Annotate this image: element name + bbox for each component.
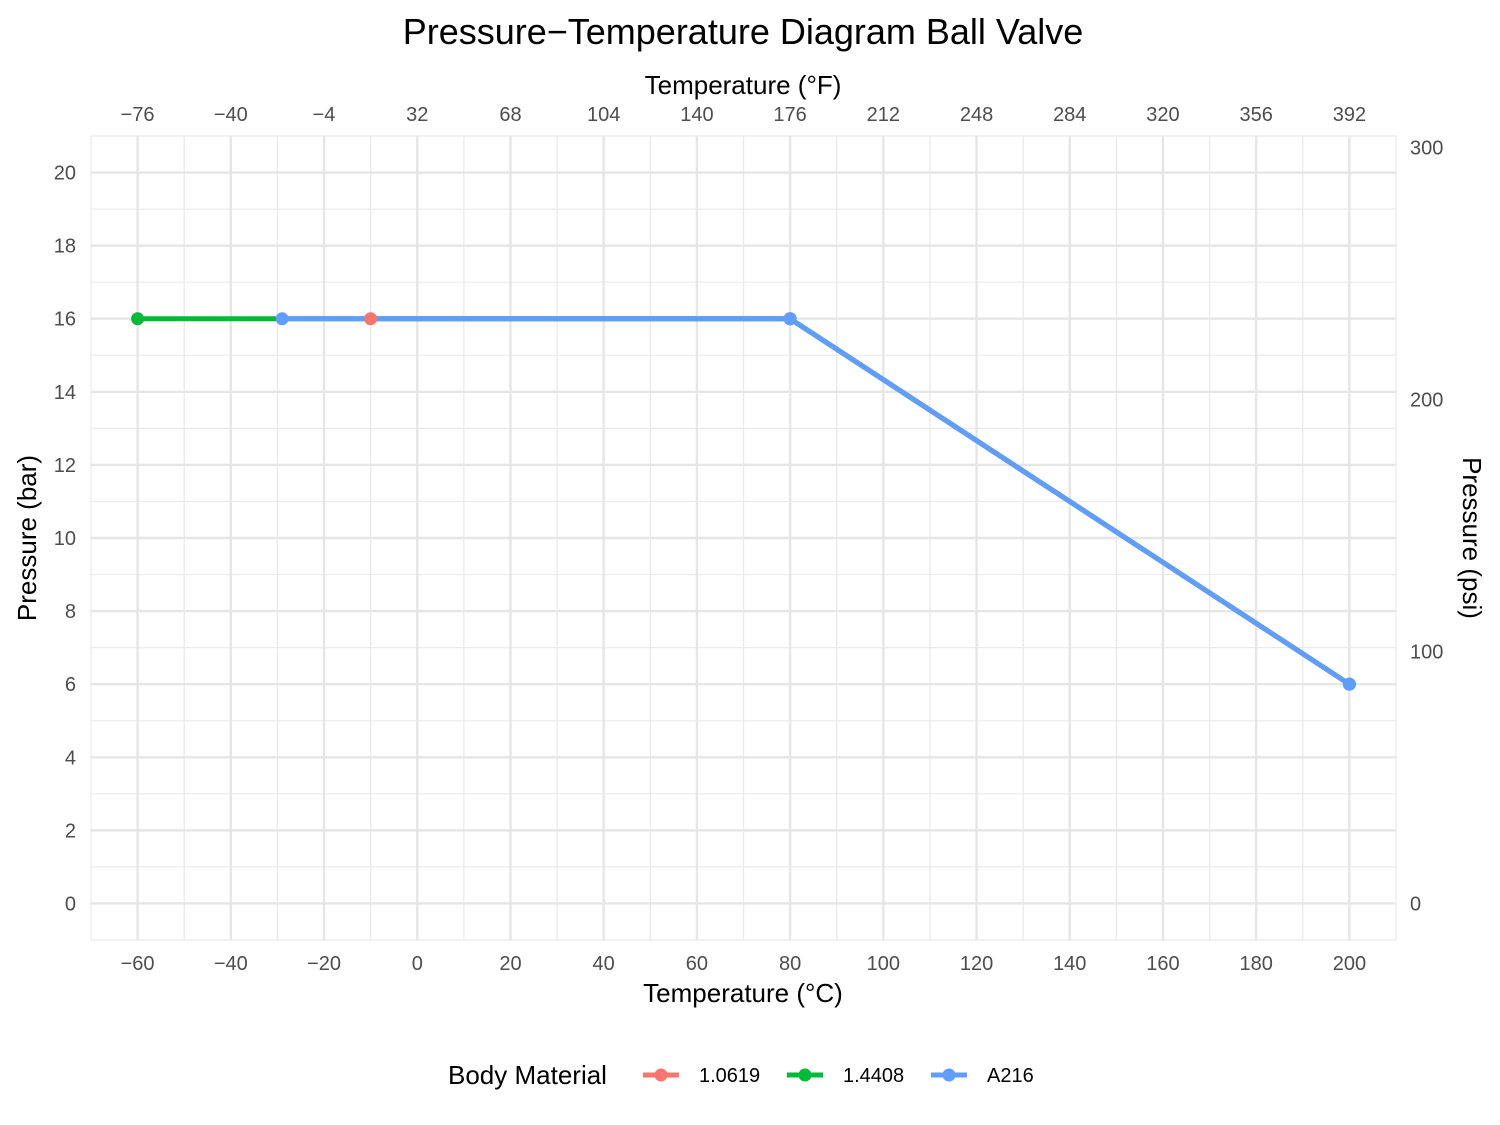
x-tick-label: −40 bbox=[214, 953, 248, 975]
y-tick-label: 12 bbox=[54, 455, 76, 477]
data-point-1.4408 bbox=[131, 312, 145, 326]
x2-tick-label: 356 bbox=[1239, 104, 1272, 126]
data-point-A216 bbox=[1342, 677, 1356, 691]
y-tick-label: 2 bbox=[65, 820, 76, 842]
legend-key-point-1.0619 bbox=[654, 1068, 668, 1082]
x-tick-label: 200 bbox=[1333, 953, 1366, 975]
y2-tick-label: 0 bbox=[1410, 893, 1421, 915]
x2-axis-title: Temperature (°F) bbox=[645, 70, 842, 100]
legend-title: Body Material bbox=[448, 1060, 607, 1090]
x-tick-label: 20 bbox=[499, 953, 521, 975]
major-gridlines bbox=[91, 136, 1396, 940]
y-tick-label: 6 bbox=[65, 674, 76, 696]
legend-key-point-1.4408 bbox=[798, 1068, 812, 1082]
x2-tick-label: 284 bbox=[1053, 104, 1086, 126]
y2-axis-title: Pressure (psi) bbox=[1457, 457, 1487, 619]
x-tick-label: 0 bbox=[412, 953, 423, 975]
x2-tick-label: 176 bbox=[773, 104, 806, 126]
y-tick-label: 8 bbox=[65, 601, 76, 623]
x2-tick-label: −40 bbox=[214, 104, 248, 126]
x2-tick-label: −76 bbox=[121, 104, 155, 126]
y-axis-title: Pressure (bar) bbox=[12, 455, 42, 621]
legend: Body Material 1.0619 1.4408 A216 bbox=[448, 1060, 1034, 1090]
x2-tick-label: 140 bbox=[680, 104, 713, 126]
legend-label-A216: A216 bbox=[987, 1065, 1034, 1087]
y-tick-label: 18 bbox=[54, 236, 76, 258]
x-tick-label: 120 bbox=[960, 953, 993, 975]
x-tick-label: 80 bbox=[779, 953, 801, 975]
y-tick-label: 10 bbox=[54, 528, 76, 550]
chart-title: Pressure−Temperature Diagram Ball Valve bbox=[403, 11, 1084, 52]
y2-tick-label: 300 bbox=[1410, 138, 1443, 160]
x2-tick-label: 68 bbox=[499, 104, 521, 126]
x2-tick-label: −4 bbox=[313, 104, 336, 126]
x-tick-label: 140 bbox=[1053, 953, 1086, 975]
y-tick-label: 4 bbox=[65, 747, 76, 769]
x2-tick-label: 32 bbox=[406, 104, 428, 126]
y-tick-label: 0 bbox=[65, 893, 76, 915]
x-tick-label: 40 bbox=[593, 953, 615, 975]
x2-tick-label: 248 bbox=[960, 104, 993, 126]
data-point-A216 bbox=[783, 312, 797, 326]
series-points bbox=[131, 312, 1356, 691]
data-point-1.0619 bbox=[364, 312, 378, 326]
legend-label-1.0619: 1.0619 bbox=[699, 1065, 760, 1087]
y2-tick-label: 200 bbox=[1410, 390, 1443, 412]
x-tick-label: 60 bbox=[686, 953, 708, 975]
x-tick-label: 180 bbox=[1239, 953, 1272, 975]
x2-tick-label: 320 bbox=[1146, 104, 1179, 126]
x-tick-label: 160 bbox=[1146, 953, 1179, 975]
y-tick-label: 20 bbox=[54, 163, 76, 185]
x-tick-label: −60 bbox=[121, 953, 155, 975]
x2-tick-label: 104 bbox=[587, 104, 620, 126]
x2-tick-label: 212 bbox=[867, 104, 900, 126]
legend-label-1.4408: 1.4408 bbox=[843, 1065, 904, 1087]
x-axis-title: Temperature (°C) bbox=[643, 978, 843, 1008]
y-tick-label: 14 bbox=[54, 382, 76, 404]
y-tick-label: 16 bbox=[54, 309, 76, 331]
x-tick-label: 100 bbox=[867, 953, 900, 975]
x2-tick-label: 392 bbox=[1333, 104, 1366, 126]
legend-key-point-A216 bbox=[942, 1068, 956, 1082]
tick-labels: −60 −40 −20 0 20 40 60 80 100 120 140 160 180 200−76−… bbox=[54, 104, 1444, 975]
x-tick-label: −20 bbox=[307, 953, 341, 975]
data-point-A216 bbox=[275, 312, 289, 326]
y2-tick-label: 100 bbox=[1410, 641, 1443, 663]
